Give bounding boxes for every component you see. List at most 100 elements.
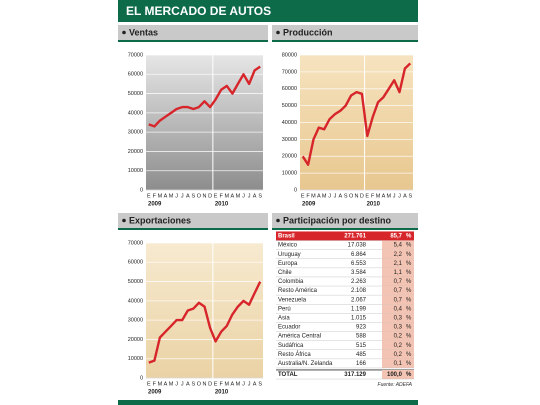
panel-accent <box>272 40 418 42</box>
table-cell: 0,4 <box>394 306 403 312</box>
table-cell: % <box>406 288 412 294</box>
x-tick-label: A <box>231 193 235 199</box>
x-tick-label: D <box>360 193 364 199</box>
x-tick-label: E <box>365 193 369 199</box>
x-tick-label: E <box>301 193 305 199</box>
y-tick-label: 50000 <box>128 91 143 97</box>
x-tick-label: A <box>403 193 407 199</box>
table-cell: 588 <box>356 334 367 340</box>
table-cell: 0,3 <box>394 315 403 321</box>
x-tick-label: M <box>322 193 327 199</box>
table-cell: 2.108 <box>351 288 367 294</box>
pct-cell <box>382 295 414 305</box>
panel-accent <box>118 40 268 42</box>
table-cell: 3.584 <box>351 270 367 276</box>
y-tick-label: 40000 <box>282 120 297 126</box>
table-cell: México <box>278 243 298 249</box>
x-tick-label: F <box>306 193 310 199</box>
x-tick-label: D <box>208 381 212 387</box>
table-cell: % <box>406 270 412 276</box>
y-tick-label: 30000 <box>128 318 143 324</box>
panel-accent <box>272 228 418 230</box>
x-tick-label: E <box>147 381 151 387</box>
y-tick-label: 20000 <box>282 154 297 160</box>
panel-header <box>272 25 418 40</box>
table-cell: 166 <box>356 361 367 367</box>
table-cell: TOTAL <box>278 372 298 378</box>
x-tick-label: M <box>224 381 229 387</box>
table-cell: % <box>406 243 412 249</box>
table-cell: 1.199 <box>351 306 367 312</box>
table-cell: 0,2 <box>394 343 403 349</box>
bullet <box>122 30 126 35</box>
y-tick-label: 70000 <box>128 240 143 246</box>
y-tick-label: 10000 <box>128 356 143 362</box>
pct-cell <box>382 322 414 332</box>
x-tick-label: A <box>253 381 257 387</box>
x-tick-label: J <box>175 381 178 387</box>
x-tick-label: J <box>328 193 331 199</box>
y-tick-label: 60000 <box>128 72 143 78</box>
table-cell: % <box>406 343 412 349</box>
table-cell: 5,4 <box>394 243 403 249</box>
table-cell: 100,0 <box>387 372 403 378</box>
data-line <box>148 281 262 364</box>
x-tick-label: A <box>253 193 257 199</box>
table-cell: % <box>406 325 412 331</box>
panel-header <box>272 213 418 228</box>
x-tick-label: M <box>376 193 381 199</box>
table-cell: Europa <box>278 261 298 267</box>
table-cell: Australia/N. Zelanda <box>278 361 333 367</box>
pct-cell <box>382 369 414 380</box>
x-tick-label: F <box>220 381 224 387</box>
pct-cell <box>382 340 414 350</box>
header-title: EL MERCADO DE AUTOS <box>126 4 271 18</box>
x-tick-label: A <box>231 381 235 387</box>
y-tick-label: 10000 <box>128 168 143 174</box>
x-tick-label: M <box>158 381 163 387</box>
year-label: 2009 <box>148 202 162 208</box>
x-tick-label: F <box>371 193 375 199</box>
panel-title: Exportaciones <box>129 215 191 225</box>
table-cell: % <box>406 361 412 367</box>
table-cell: 317.129 <box>344 372 366 378</box>
table-cell: % <box>406 306 412 312</box>
y-tick-label: 20000 <box>128 149 143 155</box>
pct-cell <box>382 358 414 368</box>
y-tick-label: 40000 <box>128 110 143 116</box>
x-tick-label: M <box>224 193 229 199</box>
pct-cell <box>382 286 414 296</box>
data-line <box>148 65 261 128</box>
y-tick-label: 30000 <box>282 137 297 143</box>
panel-header <box>118 213 268 228</box>
table-cell: 2,2 <box>394 252 403 258</box>
table-cell: Asia <box>278 315 290 321</box>
x-tick-label: F <box>153 381 157 387</box>
header-bar <box>118 0 418 22</box>
footer-bar <box>118 400 418 405</box>
table-cell: % <box>406 352 412 358</box>
table-cell: Chile <box>278 270 292 276</box>
table-cell: 85,7 <box>390 234 402 240</box>
table-cell: 0,2 <box>394 334 403 340</box>
table-cell: % <box>406 261 412 267</box>
x-tick-label: M <box>169 193 174 199</box>
table-cell: % <box>406 334 412 340</box>
table-cell: 923 <box>356 325 367 331</box>
x-tick-label: M <box>236 381 241 387</box>
table-cell: Ecuador <box>278 325 300 331</box>
table-cell: % <box>406 252 412 258</box>
y-tick-label: 20000 <box>128 337 143 343</box>
x-tick-label: M <box>169 381 174 387</box>
table-cell: Colombia <box>278 279 304 285</box>
table-cell: 0,7 <box>394 288 403 294</box>
x-tick-label: J <box>248 193 251 199</box>
y-tick-label: 0 <box>140 375 143 381</box>
x-tick-label: D <box>208 193 212 199</box>
table-cell: 2.067 <box>351 297 367 303</box>
table-cell: Sudáfrica <box>278 343 304 349</box>
x-tick-label: N <box>355 193 359 199</box>
pct-cell <box>382 240 414 250</box>
x-tick-label: E <box>147 193 151 199</box>
table-cell: Venezuela <box>278 297 307 303</box>
